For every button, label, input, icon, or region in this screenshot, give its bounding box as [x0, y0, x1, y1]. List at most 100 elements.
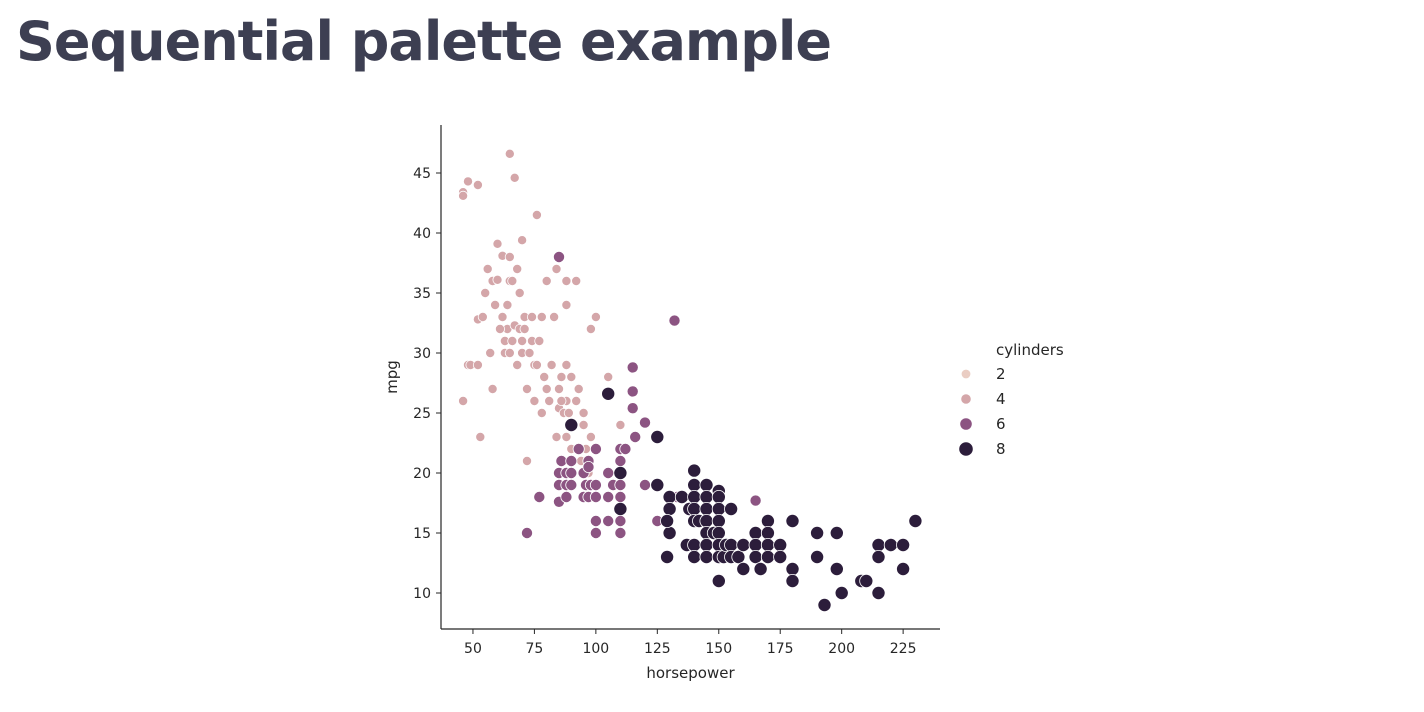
data-point-cyl-6: [639, 416, 652, 429]
data-point-cyl-8: [748, 538, 763, 553]
data-point-cyl-4: [512, 359, 523, 370]
data-point-cyl-6: [553, 250, 566, 263]
data-point-cyl-4: [544, 395, 555, 406]
data-point-cyl-6: [589, 442, 602, 455]
data-point-cyl-8: [817, 598, 832, 613]
data-point-cyl-6: [626, 385, 639, 398]
data-point-cyl-8: [660, 550, 675, 565]
x-tick-label: 200: [828, 641, 855, 657]
data-point-cyl-4: [541, 383, 552, 394]
data-point-cyl-8: [711, 501, 726, 516]
data-point-cyl-8: [613, 465, 628, 480]
data-point-cyl-8: [760, 550, 775, 565]
data-point-cyl-4: [472, 179, 483, 190]
data-point-cyl-8: [699, 550, 714, 565]
data-point-cyl-8: [687, 463, 702, 478]
data-point-cyl-8: [662, 501, 677, 516]
data-point-cyl-4: [541, 275, 552, 286]
x-tick-label: 75: [525, 641, 543, 657]
data-point-cyl-6: [668, 314, 681, 327]
y-tick-label: 40: [413, 226, 431, 242]
data-point-cyl-8: [760, 514, 775, 529]
data-point-cyl-8: [736, 562, 751, 577]
data-point-cyl-6: [626, 361, 639, 374]
x-tick-label: 225: [890, 641, 917, 657]
data-point-cyl-4: [514, 287, 525, 298]
data-point-cyl-8: [687, 550, 702, 565]
data-point-cyl-6: [589, 478, 602, 491]
data-point-cyl-8: [699, 489, 714, 504]
data-point-cyl-8: [687, 489, 702, 504]
data-point-cyl-8: [810, 550, 825, 565]
data-point-cyl-8: [773, 538, 788, 553]
data-point-cyl-8: [736, 538, 751, 553]
data-point-cyl-4: [492, 274, 503, 285]
data-point-cyl-4: [536, 311, 547, 322]
x-tick-label: 150: [705, 641, 732, 657]
legend-marker-4: [960, 393, 972, 405]
legend-label-6: 6: [996, 415, 1006, 433]
data-point-cyl-8: [748, 550, 763, 565]
data-point-cyl-8: [829, 562, 844, 577]
legend-title: cylinders: [996, 341, 1064, 359]
data-point-cyl-4: [507, 275, 518, 286]
data-point-cyl-8: [883, 538, 898, 553]
data-point-cyl-4: [504, 148, 515, 159]
data-point-cyl-6: [602, 490, 615, 503]
data-point-cyl-4: [585, 431, 596, 442]
data-point-cyl-6: [639, 478, 652, 491]
data-point-cyl-8: [760, 538, 775, 553]
data-point-cyl-6: [589, 490, 602, 503]
data-point-cyl-8: [753, 562, 768, 577]
y-tick-label: 25: [413, 406, 431, 422]
data-point-cyl-4: [561, 359, 572, 370]
data-point-cyl-4: [458, 190, 469, 201]
data-point-cyl-4: [472, 359, 483, 370]
data-point-cyl-4: [571, 395, 582, 406]
data-point-cyl-4: [536, 407, 547, 418]
data-point-cyl-8: [699, 538, 714, 553]
data-point-cyl-8: [711, 526, 726, 541]
data-point-cyl-6: [626, 402, 639, 415]
y-tick-label: 35: [413, 286, 431, 302]
data-point-cyl-4: [546, 359, 557, 370]
data-point-cyl-8: [859, 574, 874, 589]
data-point-cyl-4: [561, 299, 572, 310]
data-point-cyl-6: [560, 490, 573, 503]
data-point-cyl-6: [565, 466, 578, 479]
data-point-cyl-8: [908, 514, 923, 529]
data-point-cyl-6: [602, 466, 615, 479]
data-point-cyl-4: [534, 335, 545, 346]
data-point-cyl-8: [724, 538, 739, 553]
data-point-cyl-8: [564, 417, 579, 432]
y-axis-label: mpg: [383, 360, 401, 394]
data-point-cyl-6: [565, 478, 578, 491]
legend-label-2: 2: [996, 365, 1006, 383]
data-point-cyl-4: [517, 335, 528, 346]
data-point-cyl-8: [687, 477, 702, 492]
data-point-cyl-8: [724, 501, 739, 516]
data-point-cyl-4: [578, 407, 589, 418]
data-point-cyl-8: [871, 550, 886, 565]
data-point-cyl-6: [582, 460, 595, 473]
data-point-cyl-6: [533, 490, 546, 503]
x-tick-label: 125: [644, 641, 671, 657]
data-point-cyl-8: [731, 550, 746, 565]
x-tick-label: 50: [464, 641, 482, 657]
data-point-cyl-6: [521, 527, 534, 540]
data-point-cyl-4: [504, 251, 515, 262]
legend-marker-2: [960, 368, 972, 380]
data-point-cyl-4: [519, 323, 530, 334]
data-point-cyl-8: [711, 489, 726, 504]
data-point-cyl-4: [549, 311, 560, 322]
data-point-cyl-4: [578, 419, 589, 430]
data-point-cyl-4: [524, 347, 535, 358]
data-point-cyl-6: [589, 515, 602, 528]
data-point-cyl-4: [517, 235, 528, 246]
data-point-cyl-8: [834, 586, 849, 601]
data-point-cyl-4: [482, 263, 493, 274]
x-axis-label: horsepower: [646, 664, 735, 682]
data-point-cyl-4: [497, 311, 508, 322]
data-point-cyl-6: [602, 515, 615, 528]
data-point-cyl-4: [615, 419, 626, 430]
